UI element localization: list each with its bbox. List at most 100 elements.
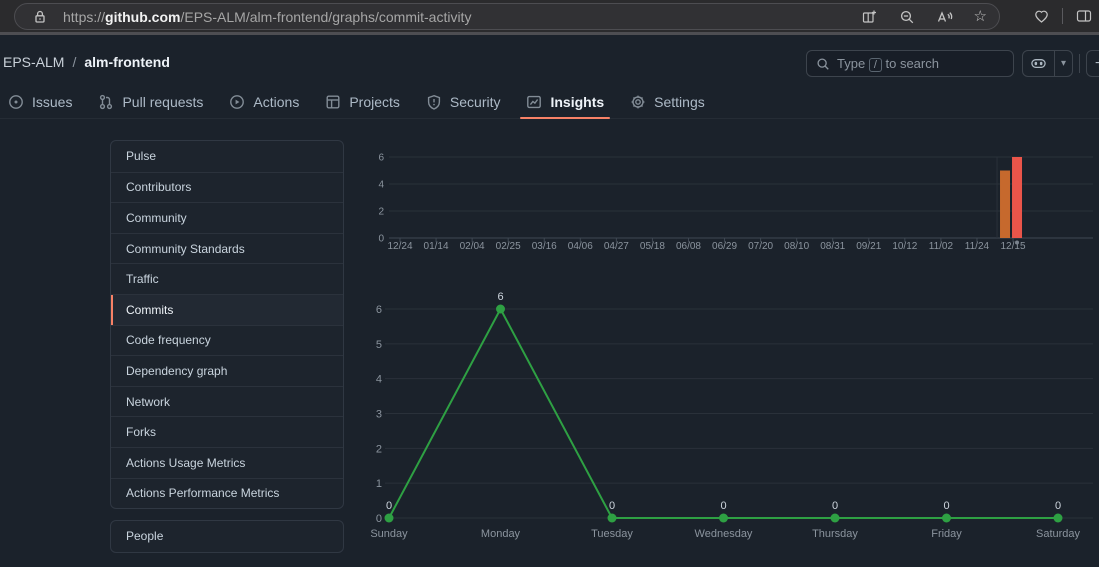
x-tick-label: 11/02: [929, 241, 954, 252]
y-tick-label: 6: [376, 304, 382, 316]
copilot-button[interactable]: ▾: [1022, 50, 1073, 77]
copilot-dropdown-caret-icon[interactable]: ▾: [1054, 51, 1072, 76]
address-bar[interactable]: https://github.com/EPS-ALM/alm-frontend/…: [14, 3, 1000, 30]
y-tick-label: 3: [376, 409, 382, 421]
browser-chrome: https://github.com/EPS-ALM/alm-frontend/…: [0, 0, 1099, 32]
tab-actions[interactable]: Actions: [221, 85, 307, 118]
x-tick-label: 05/18: [640, 241, 665, 252]
insights-sidebar: PulseContributorsCommunityCommunity Stan…: [110, 140, 344, 509]
commit-point-tuesday[interactable]: [608, 514, 617, 523]
y-tick-label: 5: [376, 339, 382, 351]
sidebar-item-community[interactable]: Community: [111, 202, 343, 233]
x-tick-label: 08/10: [784, 241, 809, 252]
sidebar-item-community-standards[interactable]: Community Standards: [111, 233, 343, 264]
breadcrumb-repo-link[interactable]: alm-frontend: [84, 54, 170, 70]
read-aloud-icon[interactable]: [936, 9, 953, 25]
tab-label: Actions: [253, 94, 299, 110]
point-value-label: 0: [720, 500, 726, 512]
url-path: /EPS-ALM/alm-frontend/graphs/commit-acti…: [180, 9, 471, 25]
tab-settings[interactable]: Settings: [622, 85, 713, 118]
point-value-label: 6: [497, 291, 503, 303]
split-screen-icon[interactable]: [861, 8, 878, 25]
search-icon: [816, 57, 830, 71]
x-tick-label: 06/08: [676, 241, 701, 252]
weekly-commit-activity-chart[interactable]: 024612/2401/1402/0402/2503/1604/0604/270…: [370, 145, 1099, 263]
x-tick-label: 08/31: [820, 241, 845, 252]
sidebar-item-contributors[interactable]: Contributors: [111, 172, 343, 203]
tab-label: Pull requests: [122, 94, 203, 110]
y-tick-label: 2: [378, 207, 384, 218]
x-tick-label: 12/24: [387, 241, 412, 252]
x-tick-label: Thursday: [812, 528, 858, 540]
create-new-button[interactable]: +: [1086, 50, 1099, 77]
x-tick-label: 11/24: [965, 241, 990, 252]
sidebar-item-commits[interactable]: Commits: [111, 294, 343, 325]
tab-insights[interactable]: Insights: [518, 85, 612, 118]
favorites-star-icon[interactable]: ☆: [974, 9, 987, 24]
x-tick-label: 07/20: [748, 241, 773, 252]
sidebar-item-network[interactable]: Network: [111, 386, 343, 417]
lock-icon[interactable]: [32, 9, 48, 25]
y-tick-label: 6: [378, 153, 384, 164]
graph-icon: [526, 94, 542, 110]
commit-point-saturday[interactable]: [1054, 514, 1063, 523]
tab-label: Insights: [550, 94, 604, 110]
commit-point-sunday[interactable]: [385, 514, 394, 523]
x-tick-label: Tuesday: [591, 528, 633, 540]
x-tick-label: 12/15: [1001, 241, 1026, 252]
point-value-label: 0: [609, 500, 615, 512]
sidebar-item-code-frequency[interactable]: Code frequency: [111, 325, 343, 356]
sidebar-item-forks[interactable]: Forks: [111, 416, 343, 447]
x-tick-label: 10/12: [892, 241, 917, 252]
point-value-label: 0: [943, 500, 949, 512]
url-scheme: https://: [63, 9, 105, 25]
commit-point-friday[interactable]: [942, 514, 951, 523]
tab-security[interactable]: Security: [418, 85, 509, 118]
x-tick-label: 02/25: [496, 241, 521, 252]
y-tick-label: 0: [376, 513, 382, 525]
x-tick-label: 04/06: [568, 241, 593, 252]
commit-week-bar-12/15[interactable]: [1012, 157, 1022, 238]
copilot-icon[interactable]: [1023, 51, 1054, 76]
tab-pull-requests[interactable]: Pull requests: [90, 85, 211, 118]
tab-label: Security: [450, 94, 501, 110]
table-icon: [325, 94, 341, 110]
sidebar-toggle-icon[interactable]: [1075, 8, 1093, 24]
point-value-label: 0: [1055, 500, 1061, 512]
sidebar-item-actions-usage-metrics[interactable]: Actions Usage Metrics: [111, 447, 343, 478]
x-tick-label: 06/29: [712, 241, 737, 252]
x-tick-label: Sunday: [370, 528, 408, 540]
commit-point-wednesday[interactable]: [719, 514, 728, 523]
sidebar-item-pulse[interactable]: Pulse: [111, 141, 343, 172]
repo-tabs: Issues Pull requests Actions Projects Securi…: [0, 85, 1099, 119]
search-input[interactable]: Type / to search: [806, 50, 1014, 77]
commit-point-monday[interactable]: [496, 305, 505, 314]
sidebar-item-traffic[interactable]: Traffic: [111, 263, 343, 294]
people-sidebar: People: [110, 520, 344, 553]
y-tick-label: 1: [376, 478, 382, 490]
tab-label: Issues: [32, 94, 72, 110]
tab-label: Settings: [654, 94, 705, 110]
gear-icon: [630, 94, 646, 110]
tab-issues[interactable]: Issues: [0, 85, 80, 118]
browser-essentials-icon[interactable]: [1033, 8, 1050, 25]
sidebar-item-actions-performance-metrics[interactable]: Actions Performance Metrics: [111, 478, 343, 509]
play-circle-icon: [229, 94, 245, 110]
commit-point-thursday[interactable]: [831, 514, 840, 523]
tab-projects[interactable]: Projects: [317, 85, 408, 118]
y-tick-label: 4: [376, 374, 382, 386]
sidebar-item-people[interactable]: People: [111, 521, 343, 552]
x-tick-label: 01/14: [424, 241, 449, 252]
breadcrumb-owner-link[interactable]: EPS-ALM: [3, 54, 64, 70]
breadcrumb-separator: /: [64, 54, 84, 70]
x-tick-label: 02/04: [460, 241, 485, 252]
sidebar-item-dependency-graph[interactable]: Dependency graph: [111, 355, 343, 386]
commit-week-bar-12/08[interactable]: [1000, 171, 1010, 239]
pull-request-icon: [98, 94, 114, 110]
commits-by-day-chart[interactable]: 01234560Sunday6Monday0Tuesday0Wednesday0…: [356, 288, 1099, 550]
chrome-divider: [1062, 8, 1063, 24]
issue-opened-icon: [8, 94, 24, 110]
breadcrumb: EPS-ALM / alm-frontend: [3, 54, 170, 70]
selected-week-marker-dot: [1015, 241, 1019, 245]
zoom-out-icon[interactable]: [899, 9, 915, 25]
